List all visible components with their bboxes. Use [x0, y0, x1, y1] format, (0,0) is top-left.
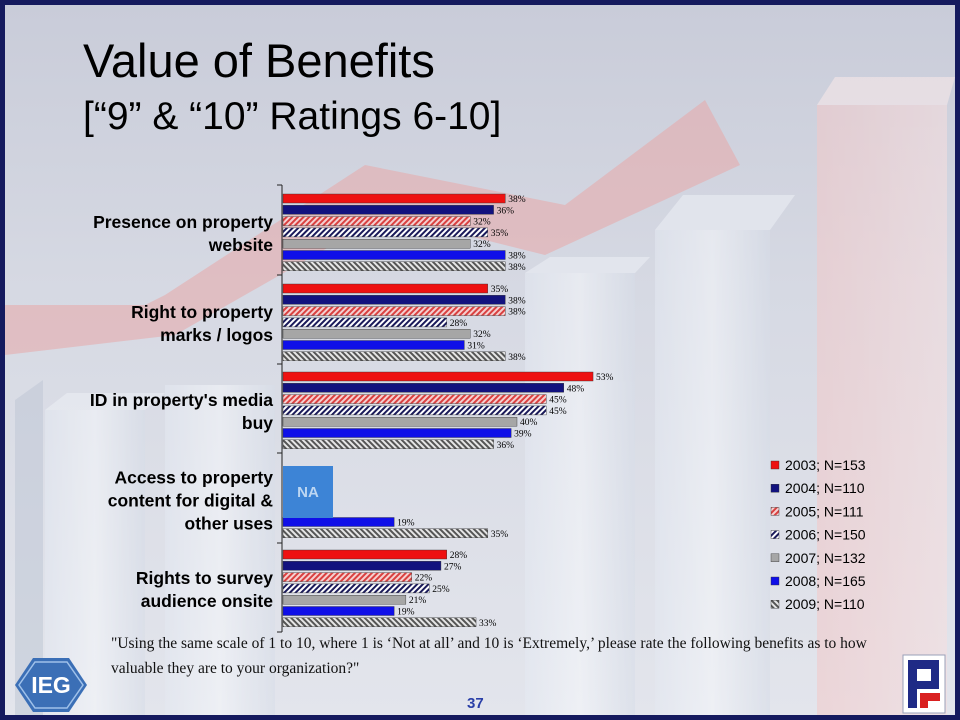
data-label: 22%	[415, 574, 433, 584]
bar-chart: 38%36%32%35%32%38%38%35%38%38%28%32%31%3…	[90, 184, 866, 633]
legend-label: 2006; N=150	[785, 527, 866, 543]
bar	[282, 528, 488, 538]
legend-swatch	[770, 484, 780, 493]
data-label: 28%	[450, 319, 468, 329]
data-label: 36%	[497, 206, 514, 216]
bar	[282, 261, 506, 271]
data-label: 33%	[479, 619, 497, 629]
legend-swatch	[770, 530, 780, 539]
bar	[282, 583, 430, 594]
slide-subtitle: [“9” & “10” Ratings 6-10]	[83, 95, 502, 138]
data-label: 45%	[549, 396, 567, 406]
data-label: 28%	[450, 551, 468, 561]
data-label: 38%	[508, 252, 526, 262]
bar	[282, 595, 407, 605]
na-placeholder-box: NA	[283, 466, 333, 518]
bar	[282, 340, 465, 350]
svg-text:IEG: IEG	[31, 672, 71, 698]
bar	[282, 417, 518, 427]
category-label: Presence on property website	[93, 212, 273, 255]
bar	[282, 205, 494, 215]
bar	[282, 193, 506, 204]
data-label: 53%	[596, 373, 614, 383]
legend-label: 2009; N=110	[785, 596, 865, 612]
data-label: 32%	[473, 330, 491, 340]
bar	[282, 572, 412, 582]
data-label: 38%	[508, 353, 526, 363]
data-label: 21%	[409, 596, 427, 606]
bar	[282, 617, 477, 627]
data-label: 35%	[491, 229, 509, 239]
bar	[282, 428, 512, 438]
background-bars-graphic	[5, 77, 955, 715]
legend-label: 2007; N=132	[785, 550, 866, 566]
data-label: 48%	[567, 384, 585, 394]
data-label: 35%	[491, 530, 509, 540]
survey-question-text: "Using the same scale of 1 to 10, where …	[111, 635, 867, 677]
slide-title: Value of Benefits	[83, 34, 435, 87]
data-label: 45%	[549, 407, 567, 417]
bar	[282, 250, 506, 260]
data-label: 19%	[397, 519, 415, 529]
bar	[282, 561, 442, 571]
bar	[282, 317, 448, 328]
legend-swatch	[770, 460, 780, 470]
data-label: 36%	[497, 441, 514, 451]
bar	[282, 606, 395, 616]
bar	[282, 394, 547, 404]
legend-swatch	[770, 600, 780, 609]
page-number: 37	[467, 695, 484, 712]
data-label: 39%	[514, 430, 532, 440]
legend-label: 2003; N=153	[785, 457, 866, 473]
data-label: 32%	[473, 240, 491, 250]
data-label: 38%	[508, 263, 526, 273]
data-label: 31%	[467, 342, 485, 352]
bar	[282, 283, 488, 294]
bar	[282, 439, 494, 449]
bar	[282, 295, 506, 305]
bar	[282, 351, 506, 361]
data-label: 40%	[520, 418, 538, 428]
data-label: 27%	[444, 562, 462, 572]
bar	[282, 216, 471, 226]
legend-swatch	[770, 507, 780, 516]
p-logo	[902, 654, 946, 714]
bar	[282, 383, 564, 393]
legend-swatch	[770, 576, 780, 586]
bar	[282, 371, 594, 382]
data-label: 38%	[508, 195, 526, 205]
category-label: Right to property marks / logos	[131, 302, 273, 345]
data-label: 35%	[491, 285, 509, 295]
category-label: Rights to survey audience onsite	[136, 568, 273, 611]
data-label: 32%	[473, 218, 491, 228]
bar	[282, 238, 471, 249]
bar	[282, 329, 471, 339]
category-label: Access to property content for digital & o…	[108, 468, 274, 534]
bar	[282, 517, 395, 527]
data-label: 25%	[432, 585, 450, 595]
bar	[282, 306, 506, 316]
legend-label: 2008; N=165	[785, 573, 866, 589]
legend-swatch	[770, 553, 780, 562]
bar	[282, 227, 488, 238]
legend-label: 2004; N=110	[785, 480, 865, 496]
data-label: 19%	[397, 608, 415, 618]
ieg-logo: IEG	[15, 658, 87, 712]
bar	[282, 549, 448, 560]
category-label: ID in property's media buy	[90, 390, 273, 433]
data-label: 38%	[508, 296, 526, 306]
bar	[282, 405, 547, 416]
legend-label: 2005; N=111	[785, 503, 864, 519]
data-label: 38%	[508, 308, 526, 318]
